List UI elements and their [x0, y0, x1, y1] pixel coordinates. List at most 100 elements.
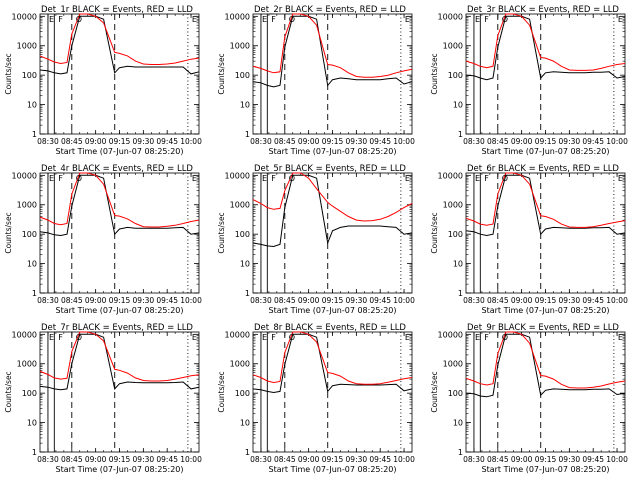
event-marker-label: E [192, 333, 197, 342]
x-tick-label: 08:45 [61, 137, 83, 146]
event-marker-label: F [271, 15, 276, 24]
event-marker-label: F [484, 15, 489, 24]
y-axis-label: Counts/sec [217, 212, 226, 253]
x-tick-label: 08:30 [463, 296, 485, 305]
event-marker-label: E [405, 174, 410, 183]
panel-title: Det_6r BLACK = Events, RED = LLD [467, 164, 619, 174]
event-marker-label: F [58, 174, 63, 183]
event-marker-label: F [484, 174, 489, 183]
y-tick-label: 10 [453, 101, 463, 110]
y-tick-label: 1 [32, 448, 37, 457]
event-marker-label: O [502, 174, 508, 183]
y-axis-label: Counts/sec [430, 212, 439, 253]
series-line-lld [252, 13, 413, 78]
series-line-events [252, 174, 413, 248]
y-tick-label: 10000 [225, 12, 250, 21]
x-tick-label: 09:45 [369, 137, 391, 146]
x-tick-label: 08:45 [61, 296, 83, 305]
y-axis-label: Counts/sec [430, 371, 439, 412]
x-axis-label: Start Time (07-Jun-07 08:25:20) [56, 147, 184, 156]
y-tick-label: 10 [453, 419, 463, 428]
y-tick-label: 1000 [443, 201, 463, 210]
series-line-events [39, 333, 200, 391]
y-tick-label: 10 [27, 101, 37, 110]
event-marker-label: F [271, 174, 276, 183]
series-line-events [39, 174, 200, 237]
y-tick-label: 10 [453, 260, 463, 269]
panel-title: Det_2r BLACK = Events, RED = LLD [254, 5, 406, 15]
y-axis-label: Counts/sec [430, 53, 439, 94]
x-tick-label: 09:00 [298, 455, 320, 464]
y-tick-label: 100 [235, 389, 250, 398]
y-tick-label: 10 [240, 101, 250, 110]
series-line-events [252, 15, 413, 88]
x-tick-label: 09:15 [109, 296, 131, 305]
x-tick-label: 08:45 [61, 455, 83, 464]
panel-title: Det_1r BLACK = Events, RED = LLD [41, 5, 193, 15]
y-tick-label: 100 [22, 230, 37, 239]
y-tick-label: 10 [240, 260, 250, 269]
x-tick-label: 09:15 [535, 137, 557, 146]
event-marker-label: E [618, 174, 623, 183]
panel-title: Det_5r BLACK = Events, RED = LLD [254, 164, 406, 174]
event-marker-label: E [475, 174, 480, 183]
event-marker-label: E [475, 15, 480, 24]
y-tick-label: 100 [22, 389, 37, 398]
event-marker-label: F [58, 15, 63, 24]
x-tick-label: 10:00 [606, 137, 628, 146]
y-axis-label: Counts/sec [4, 212, 13, 253]
x-tick-label: 09:30 [559, 137, 581, 146]
x-tick-label: 09:30 [133, 137, 155, 146]
event-marker-label: E [475, 333, 480, 342]
y-tick-label: 1 [32, 289, 37, 298]
x-axis-label: Start Time (07-Jun-07 08:25:20) [56, 306, 184, 315]
y-tick-label: 10 [27, 260, 37, 269]
event-marker-label: F [271, 333, 276, 342]
event-marker-label: E [192, 15, 197, 24]
series-line-events [39, 15, 200, 75]
y-tick-label: 1 [458, 130, 463, 139]
x-tick-label: 09:15 [109, 137, 131, 146]
x-tick-label: 09:15 [322, 137, 344, 146]
event-marker-label: E [49, 333, 54, 342]
x-tick-label: 10:00 [606, 455, 628, 464]
x-tick-label: 10:00 [180, 137, 202, 146]
x-tick-label: 09:30 [346, 296, 368, 305]
y-tick-label: 100 [22, 71, 37, 80]
x-tick-label: 09:15 [322, 296, 344, 305]
y-tick-label: 10000 [438, 330, 463, 339]
x-axis-label: Start Time (07-Jun-07 08:25:20) [269, 147, 397, 156]
event-marker-label: E [405, 15, 410, 24]
x-tick-label: 09:30 [346, 455, 368, 464]
detector-panel-3: 1 10 100 1000 10000 08:30 08:45 09:00 09:15 09:30… [430, 5, 628, 156]
x-tick-label: 09:00 [298, 296, 320, 305]
x-tick-label: 08:30 [250, 296, 272, 305]
y-tick-label: 1000 [17, 42, 37, 51]
x-tick-label: 09:30 [559, 296, 581, 305]
event-marker-label: E [262, 333, 267, 342]
event-marker-label: F [484, 333, 489, 342]
y-tick-label: 1000 [230, 42, 250, 51]
y-tick-label: 10000 [438, 12, 463, 21]
x-tick-label: 09:00 [511, 296, 533, 305]
event-marker-label: E [262, 15, 267, 24]
y-tick-label: 1 [245, 289, 250, 298]
x-tick-label: 08:30 [463, 137, 485, 146]
panel-title: Det_3r BLACK = Events, RED = LLD [467, 5, 619, 15]
event-marker-label: E [405, 333, 410, 342]
x-tick-label: 08:45 [274, 296, 296, 305]
event-marker-label: O [502, 15, 508, 24]
x-tick-label: 09:45 [582, 296, 604, 305]
event-marker-label: E [618, 333, 623, 342]
panel-title: Det_4r BLACK = Events, RED = LLD [41, 164, 193, 174]
x-tick-label: 10:00 [393, 455, 415, 464]
detector-panel-6: 1 10 100 1000 10000 08:30 08:45 09:00 09:15 09:30… [430, 164, 628, 315]
x-tick-label: 09:45 [156, 296, 178, 305]
series-line-lld [252, 172, 413, 222]
event-marker-label: O [76, 15, 82, 24]
event-marker-label: E [49, 15, 54, 24]
x-tick-label: 09:45 [156, 455, 178, 464]
x-tick-label: 09:45 [582, 455, 604, 464]
